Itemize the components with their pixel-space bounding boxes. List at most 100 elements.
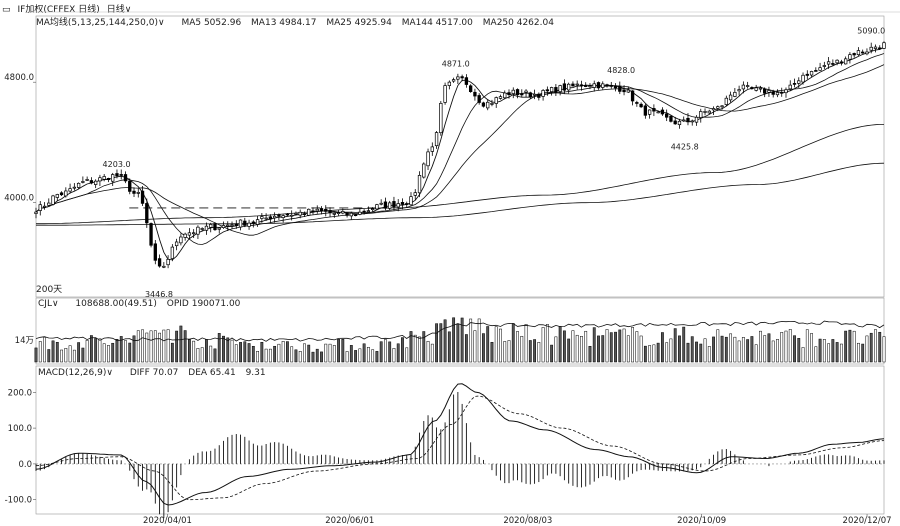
volume-bar xyxy=(686,342,690,363)
candle-body xyxy=(422,163,426,178)
candle-body xyxy=(763,88,767,94)
price-tick-label: 4000.0 xyxy=(4,194,34,204)
volume-bar xyxy=(788,329,792,363)
candle-body xyxy=(34,211,38,214)
candle-body xyxy=(818,67,822,71)
candle-body xyxy=(613,85,618,89)
candle-body xyxy=(626,89,630,93)
volume-bar xyxy=(290,346,294,363)
volume-bar xyxy=(60,349,63,363)
volume-bar xyxy=(720,335,724,363)
candle-body xyxy=(566,83,571,91)
candle-body xyxy=(882,42,886,49)
candle-body xyxy=(554,87,558,93)
candle-body xyxy=(388,202,392,209)
candle-body xyxy=(102,176,106,180)
volume-bar xyxy=(639,335,643,363)
volume-bar xyxy=(562,330,566,363)
volume-bar xyxy=(716,329,720,363)
candle-body xyxy=(307,208,311,216)
candle-body xyxy=(809,71,814,76)
candle-body xyxy=(737,89,741,92)
candle-body xyxy=(831,63,835,65)
candle-body xyxy=(878,47,882,50)
volume-bar xyxy=(366,346,370,363)
volume-bar xyxy=(652,344,656,363)
volume-bars xyxy=(34,317,886,363)
candle-body xyxy=(780,91,784,94)
volume-bar xyxy=(575,334,579,363)
candle-body xyxy=(601,83,605,88)
candle-body xyxy=(400,202,405,205)
volume-bar xyxy=(234,344,238,363)
volume-bar xyxy=(848,329,852,363)
candle-body xyxy=(434,132,439,147)
volume-bar xyxy=(153,330,157,363)
volume-bar xyxy=(767,333,771,363)
candle-body xyxy=(843,58,848,65)
volume-bar xyxy=(554,336,558,363)
candle-body xyxy=(792,83,797,85)
volume-bar xyxy=(545,324,549,363)
volume-bar xyxy=(170,342,174,363)
volume-bar xyxy=(418,336,421,363)
candle-body xyxy=(115,173,119,177)
volume-bar xyxy=(162,329,166,363)
period-button[interactable]: 日线∨ xyxy=(107,5,139,15)
macd-plot xyxy=(35,383,885,519)
candle-body xyxy=(405,203,409,205)
volume-bar xyxy=(831,339,835,363)
candle-body xyxy=(119,174,123,176)
moving-average-lines xyxy=(35,46,885,261)
candle-body xyxy=(302,213,307,215)
macd-indicator-button[interactable]: MACD(12,26,9)∨ xyxy=(38,368,120,378)
volume-bar xyxy=(158,332,161,363)
volume-bar xyxy=(835,342,839,363)
candle-body xyxy=(68,188,72,192)
candle-body xyxy=(839,61,844,64)
ma-value: MA13 4984.17 xyxy=(251,18,317,28)
volume-bar xyxy=(703,338,707,363)
candle-body xyxy=(741,84,746,90)
candle-body xyxy=(579,84,584,87)
candle-body xyxy=(272,215,277,219)
volume-bar xyxy=(47,349,51,363)
candle-body xyxy=(174,241,179,247)
candle-body xyxy=(268,216,273,220)
candle-body xyxy=(750,87,754,90)
chevron-down-icon: ∨ xyxy=(124,5,132,15)
volume-bar xyxy=(286,341,289,363)
candle-body xyxy=(426,151,430,167)
volume-bar xyxy=(102,343,106,363)
volume-bar xyxy=(192,340,196,363)
title-bar: ▭ IF加权(CFFEX 日线) 日线∨ xyxy=(2,2,145,15)
candle-body xyxy=(788,84,792,90)
volume-bar xyxy=(213,348,217,363)
candle-body xyxy=(221,225,226,229)
volume-bar xyxy=(98,338,102,363)
volume-bar xyxy=(141,329,144,363)
candle-body xyxy=(145,203,149,224)
ma-indicator-button[interactable]: MA均线(5,13,25,144,250,0)∨ xyxy=(36,18,172,28)
volume-bar xyxy=(119,336,123,363)
volume-bar xyxy=(222,335,225,363)
ma-value: MA5 5052.96 xyxy=(181,18,242,28)
volume-bar xyxy=(264,348,268,363)
volume-indicator-button[interactable]: CJL∨ xyxy=(38,299,66,309)
volume-bar xyxy=(128,342,132,363)
candle-body xyxy=(456,76,460,80)
price-annotations: 5090.0 4871.0 4828.0 4425.8 4203.0 3446.8 xyxy=(103,27,886,299)
candle-body xyxy=(861,51,865,54)
candle-body xyxy=(315,208,319,212)
volume-bar xyxy=(597,335,600,363)
volume-bar xyxy=(209,345,213,363)
volume-bar xyxy=(822,339,826,363)
volume-bar xyxy=(413,334,417,363)
volume-bar xyxy=(277,343,281,363)
candle-body xyxy=(417,175,422,194)
volume-bar xyxy=(550,344,554,363)
volume-bar xyxy=(707,346,711,363)
volume-bar xyxy=(857,342,860,363)
volume-bar xyxy=(818,338,822,363)
